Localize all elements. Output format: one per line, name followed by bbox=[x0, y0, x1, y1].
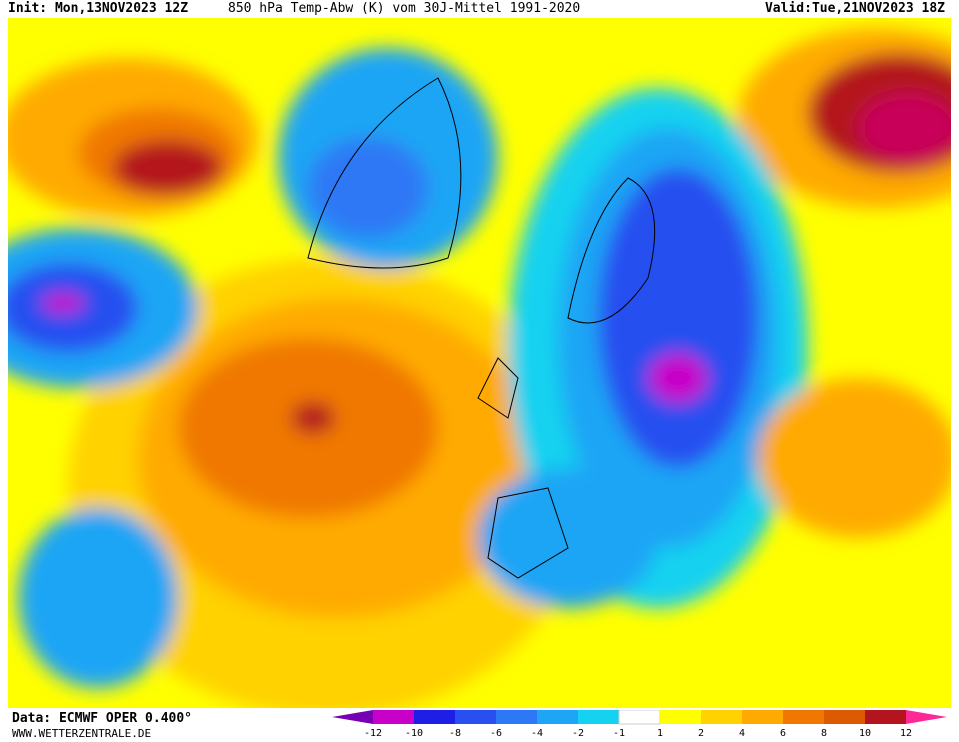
website: WWW.WETTERZENTRALE.DE bbox=[12, 727, 152, 740]
legend-swatch bbox=[373, 710, 414, 724]
legend-swatch bbox=[414, 710, 455, 724]
legend-tick: 1 bbox=[657, 728, 663, 738]
legend-tick: -10 bbox=[405, 728, 423, 738]
legend-tick: 8 bbox=[821, 728, 827, 738]
legend-arrow-left bbox=[332, 710, 373, 724]
legend-tick-labels: -12 -10 -8 -6 -4 -2 -1 1 2 4 6 8 10 12 bbox=[364, 728, 912, 739]
legend-tick: -2 bbox=[572, 728, 584, 738]
valid-value: Tue,21NOV2023 18Z bbox=[811, 1, 945, 16]
legend-swatch bbox=[660, 710, 701, 724]
legend-svg: -12 -10 -8 -6 -4 -2 -1 1 2 4 6 8 10 12 bbox=[332, 709, 947, 739]
legend-swatch bbox=[742, 710, 783, 724]
legend-tick: 12 bbox=[900, 728, 912, 738]
nw-hot-core bbox=[113, 140, 223, 196]
parameter-title: 850 hPa Temp-Abw (K) vom 30J-Mittel 1991… bbox=[228, 1, 581, 16]
legend-swatch bbox=[496, 710, 537, 724]
valid-label: Valid: bbox=[764, 1, 812, 16]
legend-tick: -12 bbox=[364, 728, 382, 738]
greenland-cold-core bbox=[308, 138, 428, 238]
greenland-outline bbox=[307, 77, 462, 269]
anomaly-map bbox=[8, 18, 951, 708]
legend-swatch bbox=[824, 710, 865, 724]
color-legend: -12 -10 -8 -6 -4 -2 -1 1 2 4 6 8 10 12 bbox=[332, 709, 958, 739]
header-bar: Init: Mon,13NOV2023 12Z 850 hPa Temp-Abw… bbox=[0, 0, 959, 18]
legend-swatch bbox=[865, 710, 906, 724]
legend-tick: 2 bbox=[698, 728, 704, 738]
valid-time: Valid:Tue,21NOV2023 18Z bbox=[765, 0, 945, 18]
init-time: Init: Mon,13NOV2023 12Z bbox=[8, 0, 188, 18]
se-warm-zone bbox=[758, 378, 951, 538]
legend-swatch bbox=[455, 710, 496, 724]
coastlines bbox=[307, 77, 656, 579]
legend-swatch bbox=[537, 710, 578, 724]
legend-tick: 10 bbox=[859, 728, 871, 738]
legend-swatch bbox=[618, 709, 661, 725]
legend-swatch bbox=[783, 710, 824, 724]
legend-arrow-right bbox=[906, 710, 947, 724]
europe-cold-core bbox=[598, 168, 758, 468]
legend-tick: 4 bbox=[739, 728, 745, 738]
scandinavia-outline bbox=[567, 177, 656, 324]
anomaly-field bbox=[8, 28, 951, 708]
init-label: Init: bbox=[8, 1, 48, 16]
legend-tick: -6 bbox=[490, 728, 502, 738]
legend-tick: -8 bbox=[449, 728, 461, 738]
legend-tick: -4 bbox=[531, 728, 543, 738]
sw-cold-zone bbox=[18, 508, 178, 688]
legend-tick: 6 bbox=[780, 728, 786, 738]
canada-peak bbox=[41, 293, 85, 313]
british-isles-outline bbox=[477, 357, 519, 419]
anomaly-map-svg bbox=[8, 18, 951, 708]
europe-peak bbox=[648, 353, 708, 403]
legend-tick: -1 bbox=[613, 728, 625, 738]
iberia-outline bbox=[487, 487, 569, 579]
ne-peak bbox=[858, 93, 951, 163]
iberia-cold-zone bbox=[478, 468, 658, 608]
data-source: Data: ECMWF OPER 0.400° bbox=[12, 711, 193, 726]
legend-swatch bbox=[578, 710, 619, 724]
legend-swatch bbox=[701, 710, 742, 724]
atlantic-peak bbox=[291, 402, 335, 434]
init-value: Mon,13NOV2023 12Z bbox=[54, 1, 189, 16]
